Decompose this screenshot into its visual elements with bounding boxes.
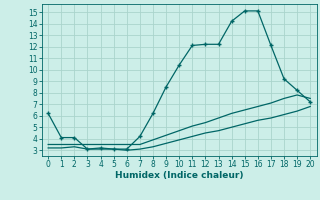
X-axis label: Humidex (Indice chaleur): Humidex (Indice chaleur): [115, 171, 244, 180]
